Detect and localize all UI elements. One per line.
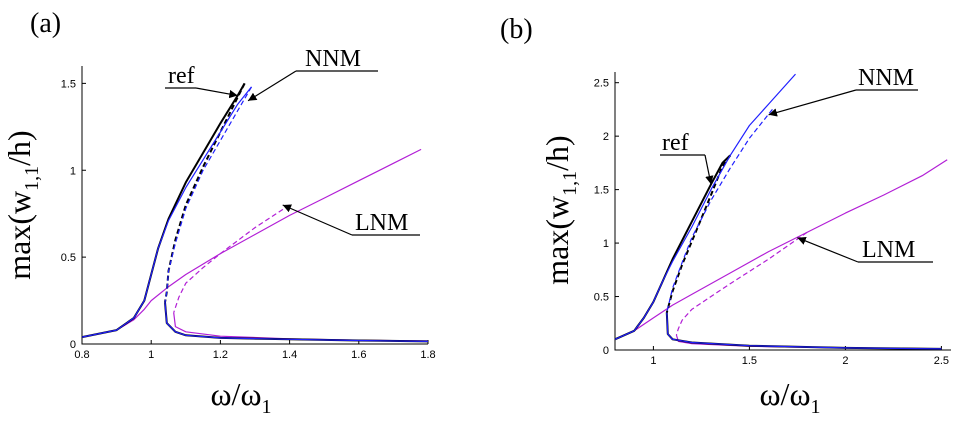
y-tick-label: 1.5	[61, 78, 76, 90]
y-tick-label: 1.5	[594, 185, 609, 197]
chart-panel-b: (b) max(w1,1/h) ω/ω1 1 1.5 2 2.500.511.522.…	[500, 14, 951, 418]
x-axis-label-sub: 1	[262, 396, 272, 418]
panel-label: (b)	[500, 14, 533, 45]
series-line-nnm	[614, 73, 796, 340]
annotation-arrow	[247, 70, 297, 102]
x-tick-label: 1.4	[282, 349, 297, 361]
x-axis-label-sub: 1	[811, 396, 821, 418]
y-axis-label-sub: 1,1	[21, 166, 43, 191]
annotation-lnm: LNM	[862, 237, 915, 263]
svg-text:max(w1,1/h): max(w1,1/h)	[539, 135, 581, 284]
y-axis-label-main: max(w	[1, 191, 37, 280]
y-axis-label: max(w1,1/h)	[539, 135, 581, 284]
axes	[81, 66, 428, 345]
y-tick-label: 1	[603, 238, 609, 250]
annotation-ref: ref	[168, 63, 195, 89]
series-line-nnm	[164, 86, 253, 303]
x-tick-label: 1.5	[742, 355, 757, 367]
annotation-arrow	[282, 204, 353, 236]
x-tick-label: 1.2	[213, 349, 228, 361]
x-tick-label: 1	[148, 349, 154, 361]
series-line-ref	[81, 82, 246, 339]
series-line-nnm	[164, 302, 429, 342]
series-line-lnm	[173, 204, 290, 313]
annotation-arrow	[704, 154, 714, 185]
y-tick-label: 2.5	[594, 78, 609, 90]
y-tick-label: 0.5	[61, 252, 76, 264]
series-line-lnm	[675, 231, 808, 336]
annotation-nnm: NNM	[858, 65, 914, 91]
series-line-ref	[665, 154, 732, 313]
x-tick-label: 1.8	[420, 349, 435, 361]
y-tick-label: 0.5	[594, 292, 609, 304]
svg-text:max(w1,1/h): max(w1,1/h)	[1, 130, 43, 279]
x-axis-label: ω/ω1	[210, 376, 271, 418]
series-line-lnm	[81, 148, 422, 338]
series-line-ref	[164, 82, 246, 303]
x-tick-label: 0.8	[74, 349, 89, 361]
y-tick-label: 1	[70, 165, 76, 177]
annotation-arrow	[768, 89, 857, 117]
series-line-nnm	[666, 109, 773, 313]
annotation-arrow	[195, 87, 238, 99]
y-axis-label-tail: /h)	[539, 135, 575, 171]
x-axis-label: ω/ω1	[759, 376, 820, 418]
series-line-ref	[164, 302, 429, 343]
x-axis-label-main: ω/ω	[759, 376, 810, 412]
annotation-arrow	[797, 236, 859, 263]
panel-label: (a)	[30, 8, 61, 39]
annotation-lnm: LNM	[355, 210, 408, 236]
y-axis-label-tail: /h)	[1, 130, 37, 166]
annotation-nnm: NNM	[305, 46, 361, 72]
x-tick-label: 1	[650, 355, 656, 367]
y-axis-label-main: max(w	[539, 196, 575, 285]
x-axis-label-main: ω/ω	[210, 376, 261, 412]
y-tick-label: 0	[603, 345, 609, 357]
y-tick-label: 0	[70, 339, 76, 351]
series-line-nnm	[81, 86, 252, 338]
y-axis-label: max(w1,1/h)	[1, 130, 43, 279]
axes	[614, 72, 951, 351]
x-tick-label: 2.5	[934, 355, 949, 367]
chart-panel-a: (a) max(w1,1/h) ω/ω1 0.8 1 1.2 1.4 1.6 1.800.…	[1, 8, 436, 418]
x-tick-label: 2	[842, 355, 848, 367]
series-line-lnm	[614, 159, 948, 340]
x-tick-label: 1.6	[351, 349, 366, 361]
y-axis-label-sub: 1,1	[559, 171, 581, 196]
annotation-ref: ref	[662, 130, 689, 156]
y-tick-label: 2	[603, 131, 609, 143]
series-line-ref	[614, 154, 731, 341]
series-line-nnm	[666, 312, 942, 350]
